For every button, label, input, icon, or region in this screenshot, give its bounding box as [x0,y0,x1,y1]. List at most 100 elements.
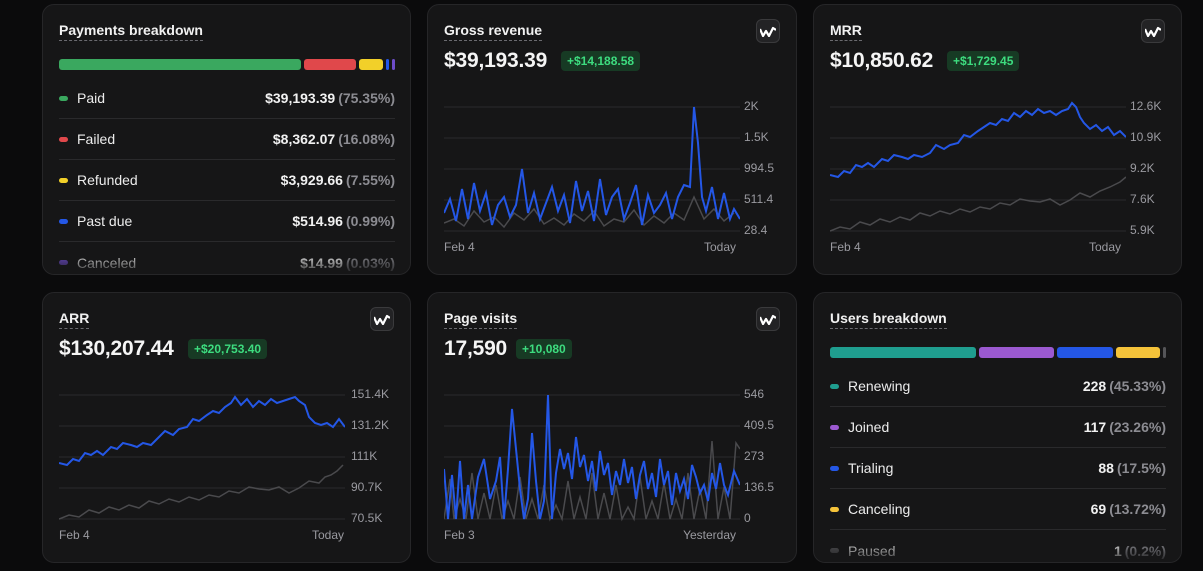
gross-revenue-chart [444,106,740,232]
y-tick-label: 994.5 [744,161,775,175]
row-percent: (17.5%) [1116,460,1166,476]
page-visits-delta: +10,080 [516,339,572,359]
breakdown-row[interactable]: Renewing 228 (45.33%) [830,366,1166,407]
row-value: $514.96 (0.99%) [292,213,395,229]
brand-logo-icon[interactable] [756,307,780,331]
payments-breakdown-card: Payments breakdown Paid $39,193.39 (75.35%… [42,4,411,275]
y-tick-label: 131.2K [351,418,390,432]
status-dot-icon [830,465,839,471]
y-tick-label: 151.4K [351,387,390,401]
y-tick-label: 9.2K [1130,161,1155,175]
row-label-group: Joined [830,419,889,435]
breakdown-row[interactable]: Joined 117 (23.26%) [830,407,1166,448]
share-segment-paid[interactable] [59,59,301,70]
row-percent: (23.26%) [1109,419,1166,435]
share-segment-past-due[interactable] [385,59,390,70]
row-percent: (75.35%) [338,90,395,106]
users-breakdown-title[interactable]: Users breakdown [830,310,947,329]
brand-logo-icon[interactable] [370,307,394,331]
row-label: Renewing [848,378,911,394]
row-label-group: Past due [59,213,132,229]
arr-value: $130,207.44 [59,337,174,360]
y-tick-label: 511.4 [744,192,774,206]
brand-logo-icon[interactable] [1141,19,1165,43]
y-tick-label: 546 [744,387,765,401]
y-tick-label: 409.5 [744,418,775,432]
y-tick-label: 1.5K [744,130,769,144]
page-visits-title[interactable]: Page visits [444,310,518,329]
gross-x-end: Today [703,240,736,254]
share-segment-paused[interactable] [1163,347,1166,358]
status-dot-icon [830,506,839,512]
mrr-chart [830,101,1126,232]
status-dot-icon [59,177,68,183]
visits-x-start: Feb 3 [444,528,475,542]
row-value: 117 (23.26%) [1084,419,1166,435]
row-label-group: Canceling [830,501,910,517]
y-tick-label: 28.4 [744,223,768,237]
payments-breakdown-title[interactable]: Payments breakdown [59,22,203,41]
row-label-group: Trialing [830,460,893,476]
users-share-bar [830,347,1166,358]
breakdown-row[interactable]: Paid $39,193.39 (75.35%) [59,78,395,119]
share-segment-refunded[interactable] [358,59,383,70]
breakdown-row[interactable]: Trialing 88 (17.5%) [830,448,1166,489]
row-value: $3,929.66 (7.55%) [281,172,395,188]
row-value: 228 (45.33%) [1083,378,1166,394]
y-tick-label: 111K [351,449,378,463]
share-segment-canceling[interactable] [1115,347,1161,358]
breakdown-row[interactable]: Canceling 69 (13.72%) [830,489,1166,530]
status-dot-icon [59,95,68,101]
share-segment-trialing[interactable] [1056,347,1113,358]
mrr-title[interactable]: MRR [830,22,862,41]
share-segment-renewing[interactable] [830,347,976,358]
row-label: Past due [77,213,133,229]
y-tick-label: 136.5 [744,480,775,494]
row-value: 69 (13.72%) [1091,501,1166,517]
y-tick-label: 10.9K [1130,130,1162,144]
row-label: Paid [77,90,106,106]
breakdown-row[interactable]: Refunded $3,929.66 (7.55%) [59,160,395,201]
gross-revenue-card: Gross revenue $39,193.39 +$14,188.58 2K 1… [427,4,797,275]
arr-card: ARR $130,207.44 +$20,753.40 151.4K 131.2K… [42,292,411,563]
row-amount: 117 [1083,419,1107,435]
row-percent: (7.55%) [345,172,395,188]
status-dot-icon [59,218,68,224]
row-percent: (16.08%) [338,131,395,147]
row-label: Refunded [77,172,138,188]
mrr-delta: +$1,729.45 [947,51,1020,71]
y-tick-label: 7.6K [1130,192,1155,206]
y-tick-label: 70.5K [351,511,383,525]
page-visits-value: 17,590 [444,337,508,360]
mrr-card: MRR $10,850.62 +$1,729.45 12.6K 10.9K 9.2K… [813,4,1182,275]
row-value: $39,193.39 (75.35%) [265,90,395,106]
y-tick-label: 273 [744,449,765,463]
row-label-group: Paid [59,90,105,106]
row-amount: 88 [1098,460,1114,476]
row-amount: $8,362.07 [272,131,336,147]
mrr-value: $10,850.62 [830,49,934,72]
row-amount: $39,193.39 [265,90,336,106]
share-segment-joined[interactable] [978,347,1054,358]
row-label: Trialing [848,460,894,476]
row-percent: (13.72%) [1109,501,1166,517]
arr-title[interactable]: ARR [59,310,90,329]
arr-delta: +$20,753.40 [188,339,268,359]
row-label-group: Refunded [59,172,138,188]
row-label: Canceling [848,501,911,517]
brand-logo-icon[interactable] [756,19,780,43]
gross-revenue-title[interactable]: Gross revenue [444,22,543,41]
arr-x-end: Today [311,528,344,542]
mrr-x-end: Today [1088,240,1121,254]
y-tick-label: 0 [744,511,751,525]
breakdown-row[interactable]: Past due $514.96 (0.99%) [59,201,395,242]
row-amount: 228 [1082,378,1107,394]
share-segment-canceled[interactable] [392,59,395,70]
page-visits-chart [444,394,740,522]
gross-x-start: Feb 4 [444,240,475,254]
page-visits-card: Page visits 17,590 +10,080 546 409.5 273 13… [427,292,797,563]
row-label: Joined [848,419,890,435]
breakdown-row[interactable]: Failed $8,362.07 (16.08%) [59,119,395,160]
share-segment-failed[interactable] [303,59,356,70]
mrr-x-start: Feb 4 [830,240,861,254]
